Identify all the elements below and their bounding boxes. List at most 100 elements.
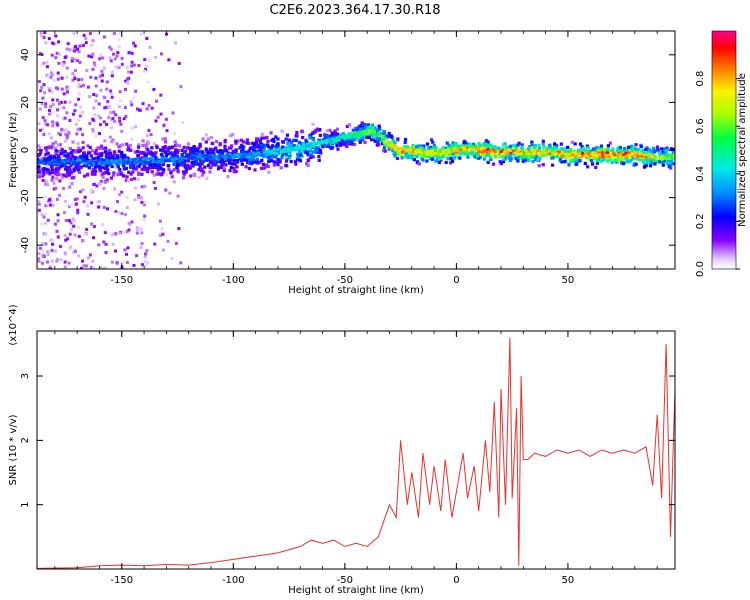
spectrogram-ridge-cell: [245, 138, 249, 142]
spectrogram-ridge-cell: [67, 166, 72, 170]
spectrogram-noise-cell: [97, 200, 101, 204]
snr-y-tick-label: 2: [20, 437, 31, 443]
spectrogram-noise-cell: [114, 113, 118, 117]
spectrogram-ridge-cell: [626, 157, 630, 162]
spectrogram-ridge-cell: [465, 152, 469, 156]
spectrogram-ridge-core-cell: [581, 155, 585, 158]
spectrogram-ridge-cell: [482, 153, 486, 157]
spectrogram-ridge-cell: [281, 140, 285, 144]
spectrogram-ridge-core-cell: [429, 151, 433, 155]
snr-x-tick-label: 50: [562, 575, 575, 586]
spectrogram-noise-cell: [63, 139, 67, 143]
spectrogram-ridge-core-cell: [489, 149, 493, 152]
spectrogram-x-tick-label: -50: [337, 275, 353, 286]
spectrogram-ridge-cell: [236, 139, 240, 143]
spectrogram-noise-cell: [137, 195, 141, 199]
spectrogram-heatmap: [37, 31, 675, 269]
spectrogram-noise-cell: [129, 70, 133, 74]
spectrogram-noise-cell: [92, 182, 96, 186]
spectrogram-ridge-cell: [234, 139, 238, 143]
spectrogram-ridge-core-cell: [497, 150, 501, 153]
spectrogram-ridge-cell: [672, 162, 675, 166]
spectrogram-ridge-core-cell: [137, 159, 141, 163]
spectrogram-noise-cell: [55, 98, 59, 102]
spectrogram-ridge-cell: [223, 140, 227, 144]
spectrogram-noise-cell: [51, 124, 55, 128]
spectrogram-ridge-cell: [284, 151, 288, 155]
spectrogram-ridge-cell: [363, 123, 367, 127]
spectrogram-ridge-core-cell: [517, 149, 521, 153]
spectrogram-ridge-cell: [56, 173, 60, 177]
spectrogram-ridge-cell: [428, 156, 433, 161]
spectrogram-ridge-cell: [167, 163, 171, 168]
spectrogram-noise-cell: [81, 133, 85, 137]
spectrogram-ridge-cell: [599, 159, 603, 163]
spectrogram-noise-cell: [80, 266, 84, 269]
spectrogram-noise-cell: [37, 257, 41, 261]
spectrogram-noise-cell: [115, 142, 119, 146]
spectrogram-ridge-cell: [345, 144, 349, 149]
spectrogram-ridge-cell: [478, 154, 482, 159]
spectrogram-ridge-core-cell: [194, 156, 198, 160]
spectrogram-ridge-cell: [54, 177, 58, 181]
spectrogram-ridge-cell: [576, 157, 580, 161]
spectrogram-ridge-cell: [161, 162, 165, 167]
spectrogram-ridge-cell: [156, 168, 160, 172]
spectrogram-ridge-cell: [589, 149, 593, 153]
spectrogram-ridge-cell: [594, 155, 599, 159]
spectrogram-ridge-core-cell: [113, 159, 117, 163]
spectrogram-ridge-cell: [595, 145, 599, 150]
spectrogram-ridge-core-cell: [302, 143, 306, 147]
spectrogram-noise-cell: [132, 96, 136, 100]
spectrogram-noise-cell: [160, 227, 164, 231]
spectrogram-ridge-cell: [49, 155, 53, 159]
spectrogram-noise-cell: [73, 249, 77, 253]
spectrogram-ridge-cell: [306, 153, 310, 157]
spectrogram-ridge-core-cell: [346, 133, 350, 137]
spectrogram-noise-cell: [139, 227, 143, 231]
spectrogram-noise-cell: [74, 44, 78, 48]
spectrogram-noise-cell: [139, 246, 143, 250]
spectrogram-ridge-core-cell: [422, 152, 426, 156]
spectrogram-ridge-cell: [559, 147, 564, 151]
spectrogram-ridge-cell: [232, 166, 236, 171]
spectrogram-noise-cell: [41, 116, 45, 120]
spectrogram-ridge-core-cell: [37, 159, 40, 162]
spectrogram-ridge-core-cell: [517, 152, 521, 156]
spectrogram-ridge-core-cell: [650, 157, 654, 160]
spectrogram-noise-cell: [145, 107, 149, 111]
spectrogram-noise-cell: [75, 132, 79, 136]
spectrogram-ridge-cell: [71, 149, 75, 153]
spectrogram-ridge-cell: [173, 153, 177, 157]
spectrogram-ridge-cell: [187, 164, 192, 168]
spectrogram-noise-cell: [102, 120, 106, 124]
spectrogram-ridge-cell: [517, 141, 521, 145]
spectrogram-noise-cell: [81, 140, 85, 144]
spectrogram-ridge-cell: [407, 154, 411, 158]
spectrogram-ridge-cell: [331, 133, 335, 137]
spectrogram-ridge-cell: [98, 169, 102, 173]
spectrogram-ridge-core-cell: [162, 158, 166, 162]
spectrogram-ridge-core-cell: [83, 162, 87, 165]
spectrogram-ridge-cell: [102, 146, 106, 151]
spectrogram-noise-cell: [44, 104, 48, 108]
spectrogram-ridge-cell: [37, 175, 41, 179]
spectrogram-noise-cell: [64, 127, 68, 131]
spectrogram-noise-cell: [137, 166, 141, 170]
spectrogram-noise-cell: [79, 84, 83, 88]
spectrogram-ridge-cell: [629, 145, 633, 149]
spectrogram-noise-cell: [119, 99, 123, 103]
spectrogram-ridge-cell: [649, 149, 654, 153]
spectrogram-ridge-cell: [304, 150, 308, 154]
spectrogram-ridge-cell: [616, 148, 620, 152]
spectrogram-ridge-core-cell: [349, 134, 353, 137]
spectrogram-ridge-cell: [258, 139, 263, 143]
spectrogram-noise-cell: [118, 231, 122, 235]
spectrogram-noise-cell: [76, 85, 80, 89]
spectrogram-ridge-core-cell: [78, 159, 82, 162]
spectrogram-ridge-cell: [201, 137, 205, 141]
spectrogram-ridge-cell: [103, 150, 108, 154]
snr-panel: -150 -100 -50 0 50 123 Height of straight li…: [8, 304, 676, 596]
spectrogram-ridge-core-cell: [50, 161, 54, 165]
